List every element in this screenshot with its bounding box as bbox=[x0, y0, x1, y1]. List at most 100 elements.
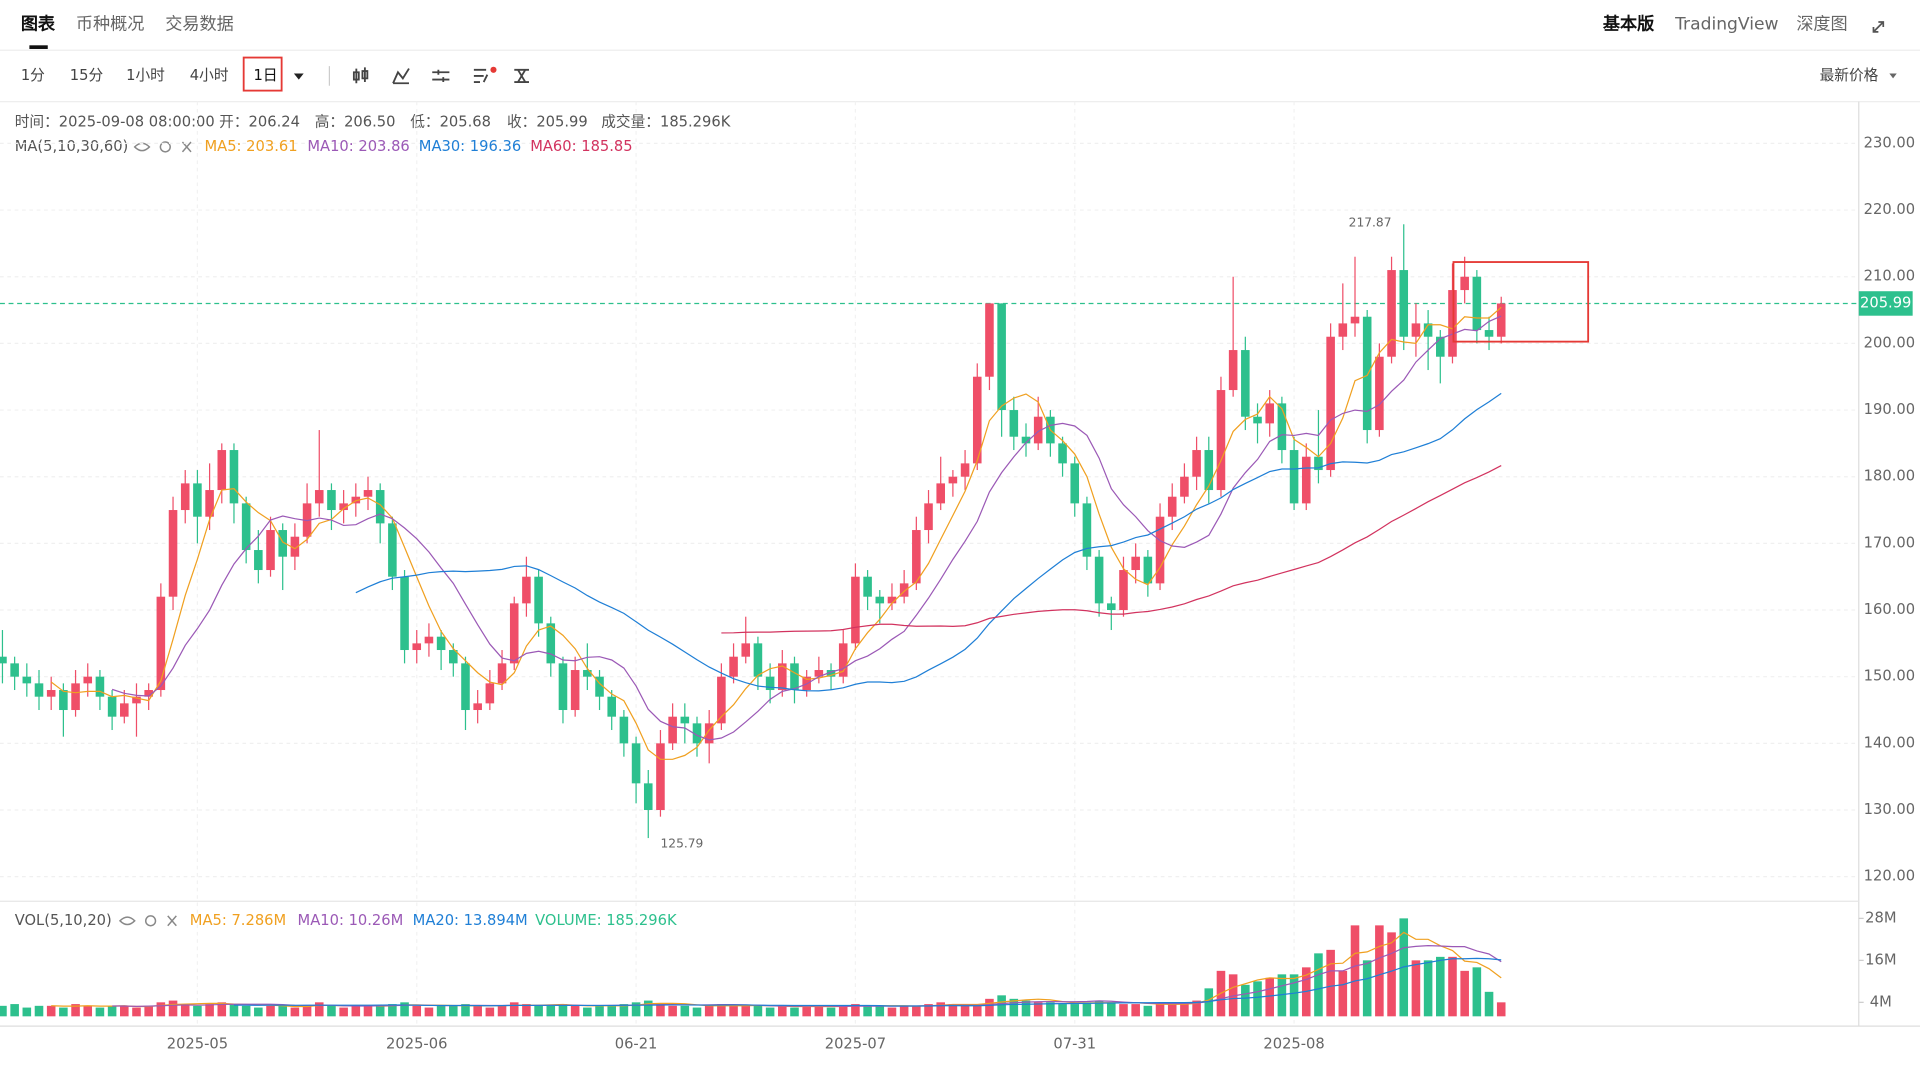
candle-body bbox=[1119, 570, 1128, 611]
interval-button[interactable]: 1日 bbox=[253, 67, 277, 84]
interval-button[interactable]: 15分 bbox=[70, 67, 104, 84]
volume-bar bbox=[241, 1005, 251, 1017]
volume-bar bbox=[1484, 991, 1494, 1017]
info-high: 高：206.50 bbox=[315, 113, 396, 130]
eye-icon[interactable] bbox=[133, 142, 151, 152]
volume-bar bbox=[1021, 1000, 1031, 1017]
ma-legend: MA30: 196.36 bbox=[419, 138, 521, 155]
volume-bar bbox=[509, 1002, 519, 1017]
interval-button[interactable]: 1小时 bbox=[126, 67, 165, 84]
volume-bar bbox=[1411, 960, 1421, 1017]
y-tick-label: 220.00 bbox=[1864, 201, 1915, 218]
candle-body bbox=[400, 576, 409, 651]
volume-bar bbox=[168, 1000, 178, 1017]
volume-bar bbox=[960, 1005, 970, 1017]
x-tick-label: 2025-08 bbox=[1263, 1035, 1324, 1052]
dropdown-arrow[interactable] bbox=[293, 73, 304, 80]
settings-icon[interactable] bbox=[144, 915, 157, 927]
settings-icon[interactable] bbox=[159, 141, 171, 153]
last-price-label: 205.99 bbox=[1860, 294, 1911, 311]
volume-bar bbox=[643, 1000, 653, 1017]
volume-bar bbox=[583, 1007, 592, 1017]
volume-bar bbox=[1180, 1002, 1189, 1017]
volume-bar bbox=[838, 1005, 848, 1017]
candle-body bbox=[241, 503, 251, 551]
volume-bar bbox=[144, 1005, 153, 1017]
candle-body bbox=[814, 670, 824, 677]
volume-bar bbox=[1143, 1005, 1153, 1017]
volume-bar bbox=[120, 1005, 129, 1017]
volume-bar bbox=[631, 1002, 641, 1017]
volume-bar bbox=[765, 1007, 775, 1017]
candle-body bbox=[351, 496, 361, 504]
price-menu[interactable]: 最新价格 bbox=[1820, 67, 1879, 84]
ma-legend: MA5: 203.61 bbox=[204, 138, 297, 155]
volume-bar bbox=[802, 1005, 811, 1017]
volume-bar bbox=[1204, 988, 1214, 1017]
tab[interactable]: 图表 bbox=[21, 13, 56, 34]
eye-icon[interactable] bbox=[118, 916, 136, 926]
volume-bar bbox=[522, 1004, 531, 1017]
x-tick-label: 06-21 bbox=[615, 1035, 658, 1052]
mode-tab[interactable]: 深度图 bbox=[1796, 14, 1847, 34]
candle-body bbox=[217, 450, 227, 491]
volume-bar bbox=[692, 1007, 702, 1017]
interval-button[interactable]: 1分 bbox=[21, 67, 45, 84]
candle-icon[interactable] bbox=[352, 67, 369, 84]
interval-button[interactable]: 4小时 bbox=[190, 67, 229, 84]
candle-body bbox=[193, 483, 202, 517]
volume-bar bbox=[83, 1005, 93, 1017]
candle-body bbox=[863, 576, 872, 597]
plot: 120.00 130.00 140.00 150.00 160.00 170.00 180.… bbox=[0, 101, 1915, 1052]
ma-legend: MA10: 203.86 bbox=[307, 138, 409, 155]
y-tick-label: 120.00 bbox=[1864, 868, 1915, 885]
info-open: 开：206.24 bbox=[219, 113, 300, 130]
tab[interactable]: 交易数据 bbox=[165, 14, 234, 34]
candle-body bbox=[717, 676, 726, 724]
ma-line bbox=[721, 465, 1502, 634]
draw-icon[interactable] bbox=[473, 68, 489, 83]
tab[interactable]: 币种概况 bbox=[76, 14, 145, 34]
mode-tab[interactable]: TradingView bbox=[1674, 14, 1778, 34]
toolbar-icons bbox=[352, 66, 529, 85]
volume-bar bbox=[351, 1005, 361, 1017]
candle-body bbox=[424, 636, 434, 644]
candle-body bbox=[1143, 556, 1153, 584]
settings-icon[interactable] bbox=[432, 69, 450, 83]
volume-bar bbox=[1155, 1004, 1165, 1017]
candle-body bbox=[509, 603, 519, 664]
candle-body bbox=[1423, 323, 1433, 337]
template-icon[interactable] bbox=[514, 68, 529, 83]
candle-body bbox=[1460, 276, 1469, 291]
tab-underline bbox=[29, 45, 48, 49]
ma-line bbox=[111, 315, 1502, 741]
candle-body bbox=[960, 463, 970, 477]
dropdown-arrow[interactable] bbox=[1889, 73, 1897, 79]
active-interval-box bbox=[242, 56, 283, 92]
candle-body bbox=[10, 663, 19, 677]
mode-tab[interactable]: 基本版 bbox=[1603, 13, 1655, 34]
highlight-box bbox=[1452, 261, 1590, 343]
candle-body bbox=[278, 530, 287, 557]
volume-bar bbox=[1362, 960, 1372, 1017]
candle-body bbox=[583, 670, 592, 677]
volume-bar bbox=[1131, 1004, 1140, 1017]
candle-body bbox=[180, 483, 190, 511]
candle-body bbox=[643, 783, 653, 811]
volume-bar bbox=[436, 1005, 446, 1017]
volume-tick-label: 16M bbox=[1865, 951, 1896, 968]
candle-body bbox=[83, 676, 93, 684]
candle-body bbox=[1387, 270, 1396, 357]
candle-body bbox=[0, 656, 7, 664]
indicator-icon[interactable] bbox=[392, 68, 410, 85]
info-close: 收：205.99 bbox=[507, 113, 588, 130]
candle-body bbox=[436, 636, 446, 651]
volume-bar bbox=[302, 1005, 312, 1017]
close-icon[interactable] bbox=[167, 915, 177, 927]
volume-bar bbox=[1107, 1002, 1116, 1017]
candle-body bbox=[1021, 436, 1031, 444]
volume-bar bbox=[1338, 970, 1348, 1017]
expand-icon[interactable] bbox=[1872, 21, 1885, 33]
volume-bar bbox=[1314, 953, 1323, 1017]
